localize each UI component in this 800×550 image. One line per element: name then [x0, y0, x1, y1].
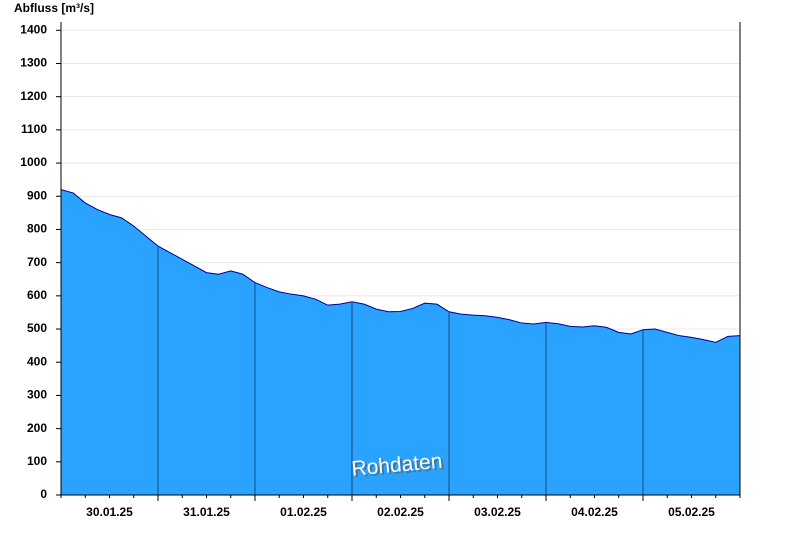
line [60, 189, 741, 343]
y-tick-label: 1300 [20, 56, 47, 70]
y-tick-label: 500 [27, 321, 47, 335]
y-tick-label: 100 [27, 454, 47, 468]
y-tick-label: 800 [27, 222, 47, 236]
y-tick-label: 1000 [20, 155, 47, 169]
y-tick-label: 200 [27, 421, 47, 435]
y-tick-label: 1100 [21, 122, 47, 136]
x-tick-label: 01.02.25 [280, 505, 327, 519]
y-tick-label: 900 [27, 188, 47, 202]
x-tick-label: 04.02.25 [571, 505, 618, 519]
x-tick-label: 05.02.25 [668, 505, 715, 519]
y-tick-label: 400 [27, 354, 47, 368]
area [61, 189, 740, 495]
x-tick-label: 03.02.25 [474, 505, 521, 519]
y-tick-label: 700 [27, 255, 47, 269]
y-tick-label: 1200 [20, 89, 47, 103]
x-tick-label: 30.01.25 [86, 505, 133, 519]
chart-title: Abfluss [m³/s] [14, 1, 94, 15]
y-tick-label: 600 [27, 288, 47, 302]
x-tick-label: 31.01.25 [183, 505, 230, 519]
y-tick-label: 300 [27, 388, 47, 402]
y-tick-label: 0 [40, 487, 47, 501]
x-tick-label: 02.02.25 [377, 505, 424, 519]
y-tick-label: 1400 [20, 22, 47, 36]
